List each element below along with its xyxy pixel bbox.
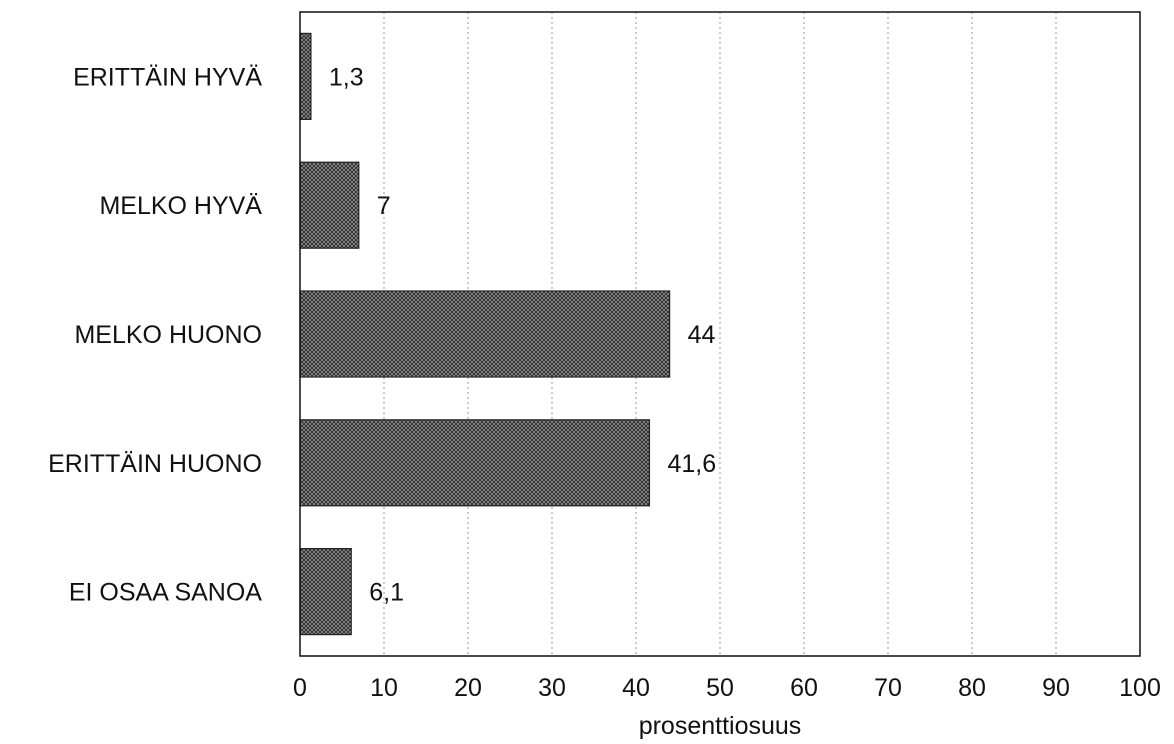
x-tick-label: 70 <box>874 674 902 702</box>
x-tick-label: 40 <box>622 674 650 702</box>
x-tick-label: 20 <box>454 674 482 702</box>
bar <box>299 32 312 121</box>
x-tick-label: 80 <box>958 674 986 702</box>
bar <box>299 161 360 249</box>
x-tick-label: 100 <box>1119 674 1161 702</box>
data-label: 44 <box>688 321 716 349</box>
category-label: ERITTÄIN HUONO <box>48 450 262 478</box>
plot-frame <box>299 11 1141 657</box>
category-label: MELKO HYVÄ <box>99 192 262 220</box>
bar <box>299 290 671 378</box>
labels: 0 10 20 30 40 50 60 70 80 90 100 ERITTÄIN HYVÄ 1,3 ME… <box>48 63 1161 702</box>
x-tick-label: 50 <box>706 674 734 702</box>
x-tick-label: 30 <box>538 674 566 702</box>
bars <box>299 32 671 636</box>
data-label: 1,3 <box>329 63 364 91</box>
bar <box>299 419 651 507</box>
x-axis-title: prosenttiosuus <box>639 712 802 740</box>
x-tick-label: 90 <box>1042 674 1070 702</box>
x-tick-label: 10 <box>370 674 398 702</box>
data-label: 41,6 <box>667 450 716 478</box>
x-tick-label: 60 <box>790 674 818 702</box>
data-label: 7 <box>377 192 391 220</box>
category-label: ERITTÄIN HYVÄ <box>73 63 262 91</box>
x-tick-label: 0 <box>293 674 307 702</box>
category-label: EI OSAA SANOA <box>69 579 262 607</box>
data-label: 6,1 <box>369 579 404 607</box>
bar <box>299 547 352 636</box>
category-label: MELKO HUONO <box>74 321 262 349</box>
